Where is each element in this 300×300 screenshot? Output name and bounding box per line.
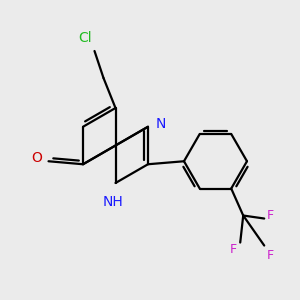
Text: F: F	[267, 248, 274, 262]
Text: NH: NH	[102, 195, 123, 209]
Text: N: N	[155, 117, 166, 131]
Text: O: O	[32, 151, 43, 165]
Text: F: F	[230, 242, 237, 256]
Text: F: F	[267, 209, 274, 222]
Text: Cl: Cl	[78, 31, 92, 45]
